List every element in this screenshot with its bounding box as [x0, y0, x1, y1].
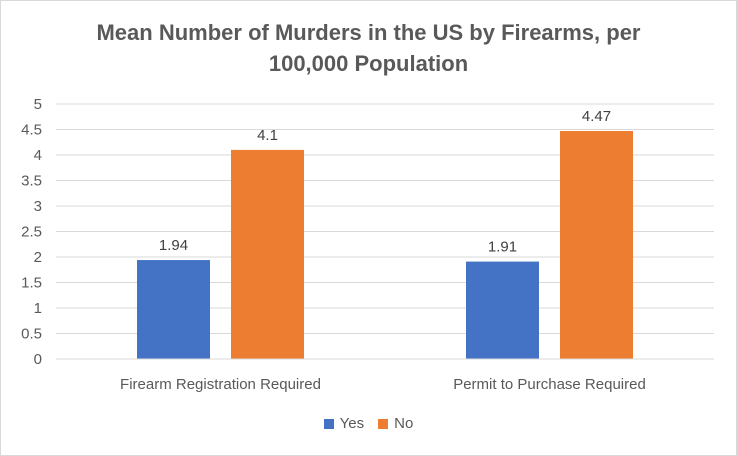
y-tick-label: 1.5 [21, 275, 42, 292]
y-tick-label: 4 [34, 147, 42, 164]
legend-swatch [323, 418, 334, 429]
y-tick-label: 3.5 [21, 173, 42, 190]
chart-legend: Yes No [1, 415, 736, 432]
chart-title: Mean Number of Murders in the US by Fire… [96, 20, 641, 76]
y-tick-label: 2.5 [21, 224, 42, 241]
data-label: 4.47 [582, 108, 611, 125]
legend-item-no: No [378, 415, 413, 432]
data-label: 4.1 [257, 127, 278, 144]
y-tick-label: 0.5 [21, 326, 42, 343]
y-tick-label: 3 [34, 198, 42, 215]
y-tick-label: 4.5 [21, 122, 42, 139]
bar-yes [466, 261, 539, 359]
y-tick-label: 2 [34, 249, 42, 266]
x-category-label: Permit to Purchase Required [453, 376, 646, 393]
legend-label: Yes [339, 415, 365, 432]
legend-label: No [394, 415, 414, 432]
y-tick-label: 0 [34, 351, 42, 368]
data-label: 1.91 [488, 239, 517, 256]
legend-swatch [378, 418, 389, 429]
y-tick-label: 1 [34, 300, 42, 317]
y-tick-label: 5 [34, 96, 42, 113]
data-label: 1.94 [159, 237, 188, 254]
bar-yes [137, 260, 210, 359]
bar-no [231, 149, 304, 359]
legend-item-yes: Yes [323, 415, 365, 432]
x-category-label: Firearm Registration Required [120, 376, 321, 393]
bar-no [560, 131, 633, 359]
